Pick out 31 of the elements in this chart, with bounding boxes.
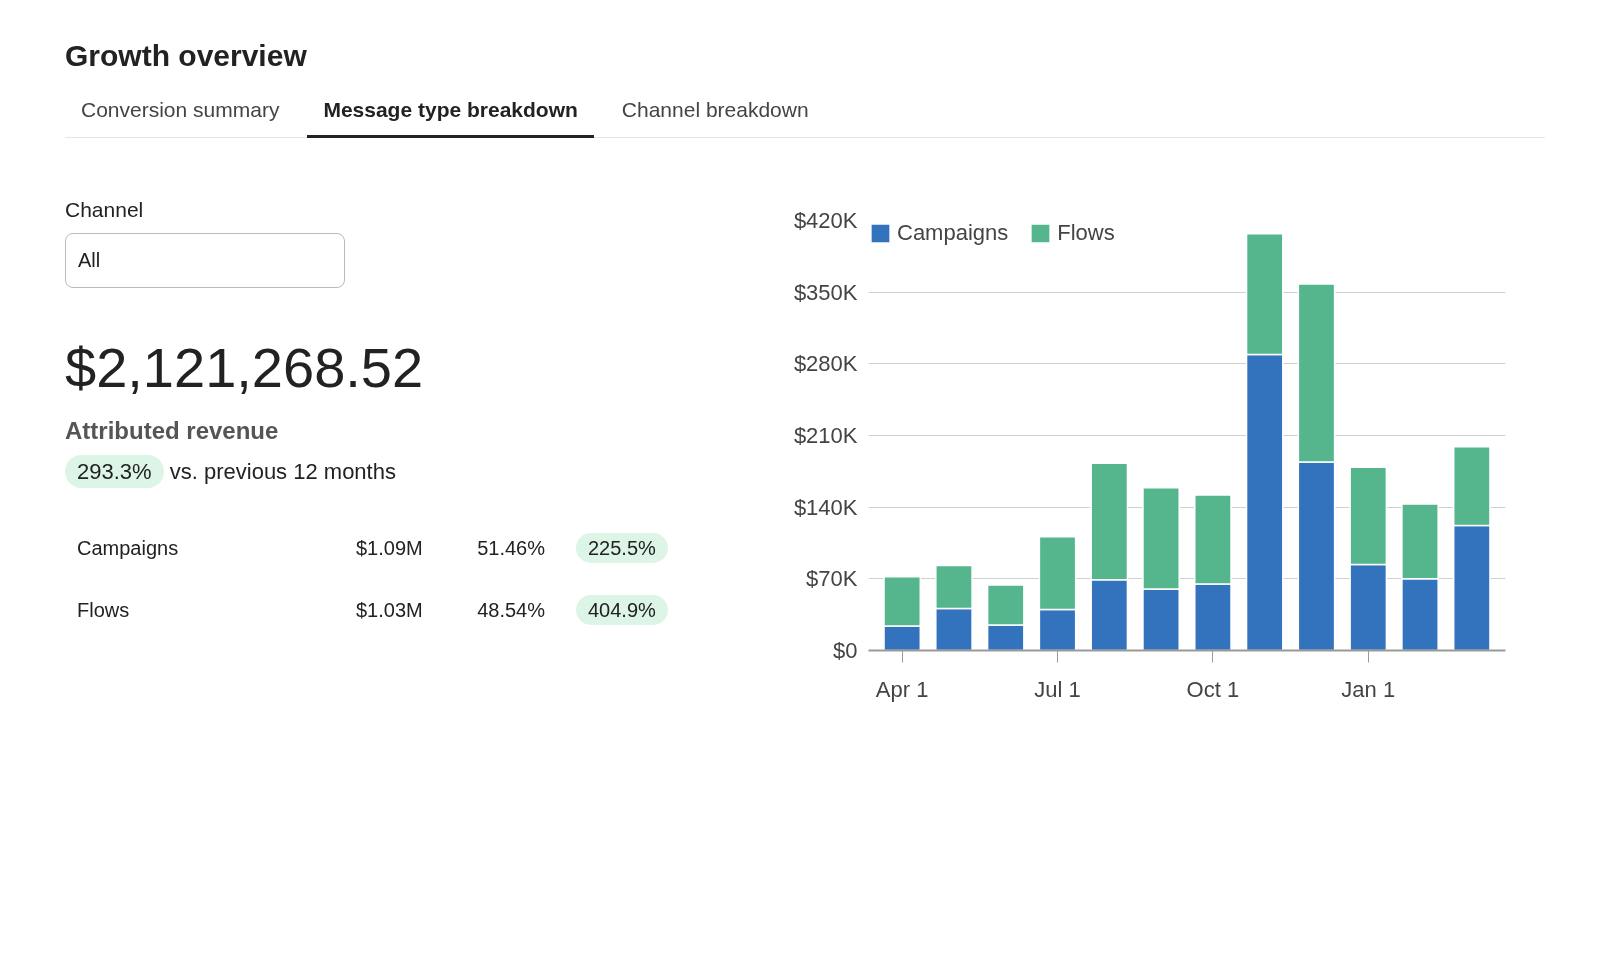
y-tick-label: $280K bbox=[793, 351, 858, 377]
text: 48.54% bbox=[476, 598, 546, 623]
x-tick-label: Jan 1 bbox=[1341, 676, 1396, 702]
y-tick-label: $70K bbox=[806, 566, 858, 592]
x-tick-label: Oct 1 bbox=[1186, 676, 1240, 702]
text: Flows bbox=[76, 598, 131, 623]
y-tick-label: $210K bbox=[793, 423, 858, 448]
text: $1.09M bbox=[355, 536, 424, 561]
legend-label: Flows bbox=[1057, 220, 1115, 246]
legend-label: Campaigns bbox=[897, 220, 1009, 246]
text: Channel breakdown bbox=[620, 97, 810, 123]
y-tick-label: $140K bbox=[793, 494, 858, 520]
text: vs. previous 12 months bbox=[169, 458, 396, 484]
text: Attributed revenue bbox=[65, 415, 280, 446]
text: All bbox=[65, 233, 345, 288]
text: $1.03M bbox=[355, 598, 424, 623]
text: 293.3% bbox=[65, 454, 164, 488]
y-tick-label: $420K bbox=[793, 208, 858, 233]
text: $2,121,268.52 bbox=[65, 334, 425, 401]
text: 225.5% bbox=[576, 532, 668, 563]
text: 51.46% bbox=[476, 536, 546, 561]
text: 404.9% bbox=[576, 594, 668, 625]
text: Growth overview bbox=[65, 38, 307, 74]
text: Conversion summary bbox=[80, 97, 281, 123]
text: Channel bbox=[65, 197, 145, 223]
x-tick-label: Jul 1 bbox=[1034, 676, 1081, 702]
text: Message type breakdown bbox=[307, 88, 594, 138]
x-tick-label: Apr 1 bbox=[875, 676, 929, 702]
y-tick-label: $350K bbox=[793, 279, 858, 305]
text: Campaigns bbox=[76, 536, 180, 561]
y-tick-label: $0 bbox=[833, 638, 858, 663]
